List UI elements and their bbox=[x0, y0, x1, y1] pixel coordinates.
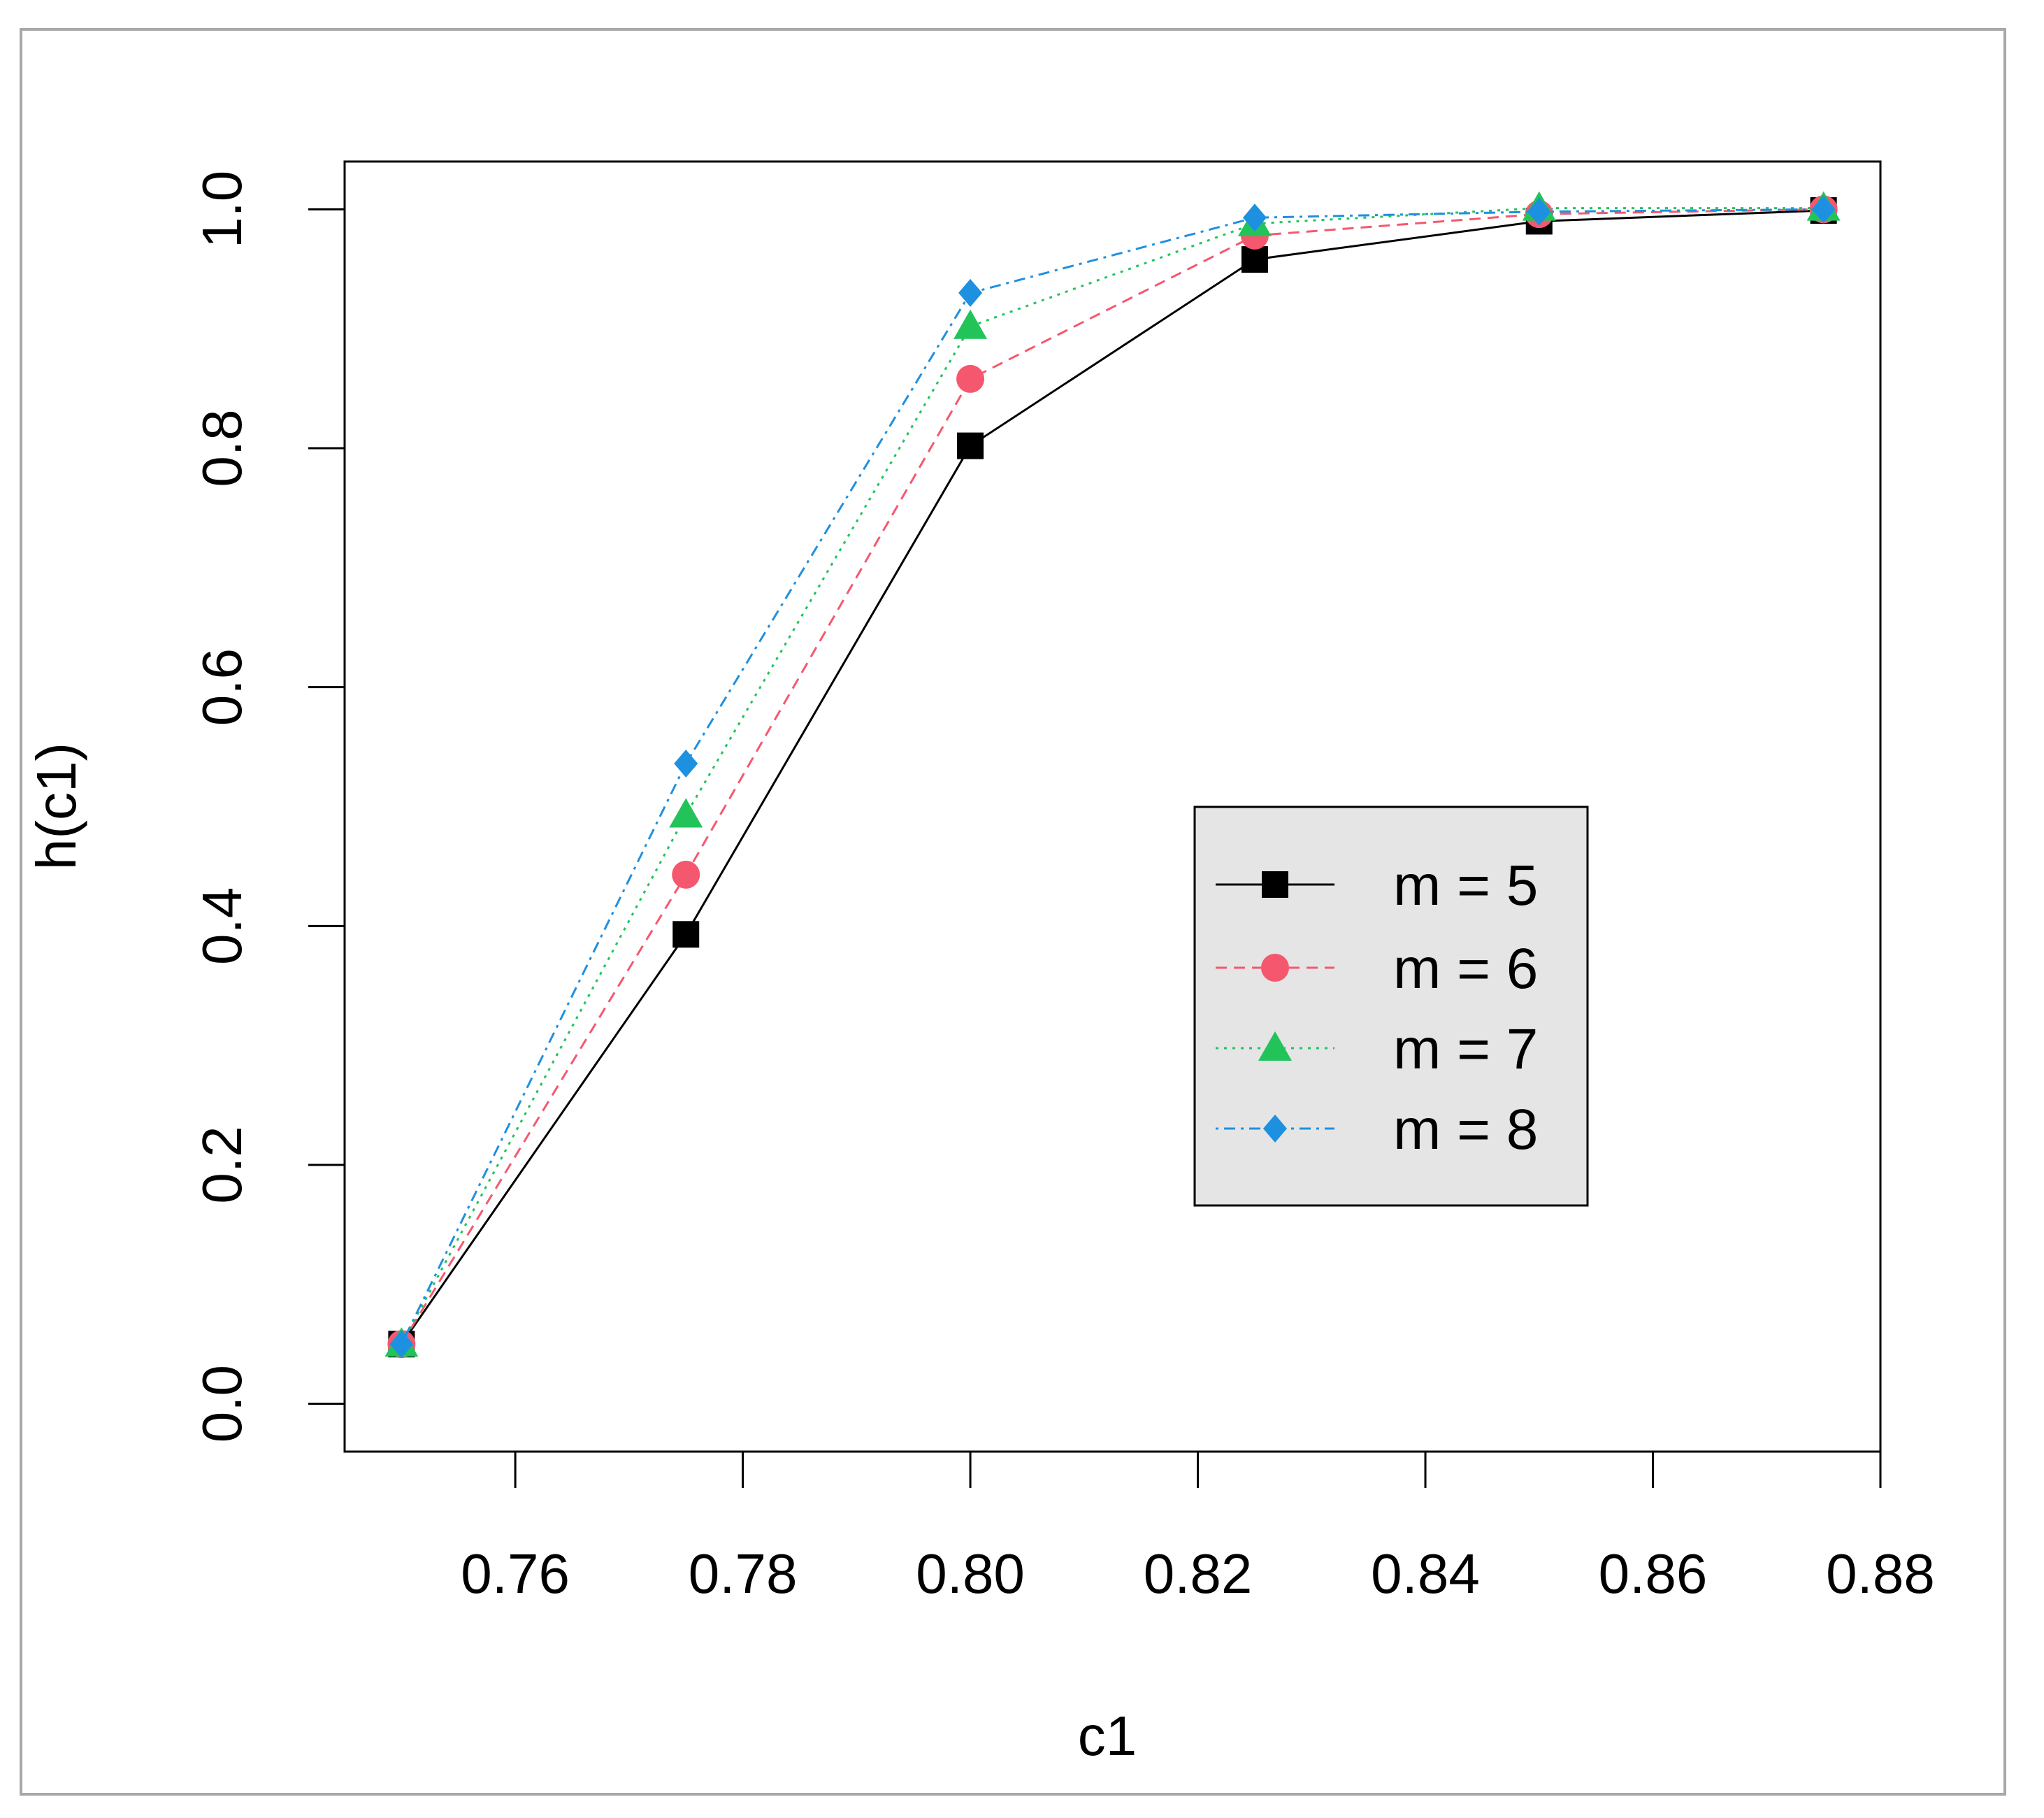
legend-item: m = 6 bbox=[1216, 937, 1538, 1001]
y-tick-label: 0.6 bbox=[191, 648, 253, 726]
x-axis-label: c1 bbox=[1078, 1705, 1137, 1767]
data-point bbox=[956, 364, 985, 393]
series-3 bbox=[384, 191, 1841, 1357]
legend-label: m = 7 bbox=[1393, 1017, 1538, 1081]
figure-frame bbox=[20, 28, 2006, 1796]
series-line bbox=[401, 207, 1824, 1345]
data-point bbox=[1241, 246, 1268, 273]
y-tick-label: 0.4 bbox=[191, 887, 253, 965]
series-1 bbox=[388, 197, 1837, 1358]
data-point bbox=[1811, 195, 1836, 224]
series-2 bbox=[387, 195, 1838, 1359]
x-tick-label: 0.88 bbox=[1826, 1543, 1935, 1605]
data-point bbox=[1527, 197, 1551, 226]
x-tick-label: 0.78 bbox=[689, 1543, 798, 1605]
x-tick-label: 0.82 bbox=[1144, 1543, 1253, 1605]
legend-marker bbox=[1262, 871, 1288, 898]
series-layer bbox=[384, 191, 1841, 1359]
legend-box bbox=[1193, 806, 1589, 1207]
legend-label: m = 5 bbox=[1393, 854, 1538, 917]
data-point bbox=[672, 860, 700, 889]
y-axis-label: h(c1) bbox=[25, 743, 87, 870]
y-axis: 0.0 0.2 0.4 0.6 0.8 1.0 bbox=[191, 171, 346, 1443]
y-tick-label: 0.8 bbox=[191, 409, 253, 487]
legend-item: m = 5 bbox=[1216, 854, 1538, 917]
y-tick-label: 1.0 bbox=[191, 171, 253, 248]
data-point bbox=[953, 309, 988, 339]
x-tick-label: 0.76 bbox=[461, 1543, 570, 1605]
legend-item: m = 8 bbox=[1216, 1098, 1538, 1161]
data-point bbox=[389, 1330, 414, 1359]
legend-marker bbox=[1263, 1115, 1287, 1143]
data-point bbox=[1242, 203, 1267, 232]
data-point bbox=[672, 921, 700, 948]
legend: m = 5 m = 6 m = 7 m = 8 bbox=[1193, 806, 1589, 1207]
data-point bbox=[958, 278, 983, 307]
series-line bbox=[401, 208, 1824, 1345]
x-tick-label: 0.80 bbox=[916, 1543, 1025, 1605]
series-line bbox=[401, 208, 1824, 1345]
plot-area-box bbox=[343, 160, 1882, 1453]
series-4 bbox=[389, 195, 1836, 1359]
x-axis: 0.76 0.78 0.80 0.82 0.84 0.86 0.88 bbox=[461, 1450, 1935, 1605]
y-tick-label: 0.2 bbox=[191, 1126, 253, 1203]
data-point bbox=[669, 798, 703, 828]
legend-item: m = 7 bbox=[1216, 1017, 1538, 1081]
data-point bbox=[957, 432, 984, 459]
y-tick-label: 0.0 bbox=[191, 1365, 253, 1443]
x-tick-label: 0.84 bbox=[1371, 1543, 1480, 1605]
x-tick-label: 0.86 bbox=[1599, 1543, 1708, 1605]
legend-marker bbox=[1261, 954, 1289, 982]
series-line bbox=[401, 209, 1824, 1345]
data-point bbox=[674, 750, 698, 778]
legend-label: m = 6 bbox=[1393, 937, 1538, 1001]
legend-marker bbox=[1258, 1031, 1292, 1061]
legend-label: m = 8 bbox=[1393, 1098, 1538, 1161]
